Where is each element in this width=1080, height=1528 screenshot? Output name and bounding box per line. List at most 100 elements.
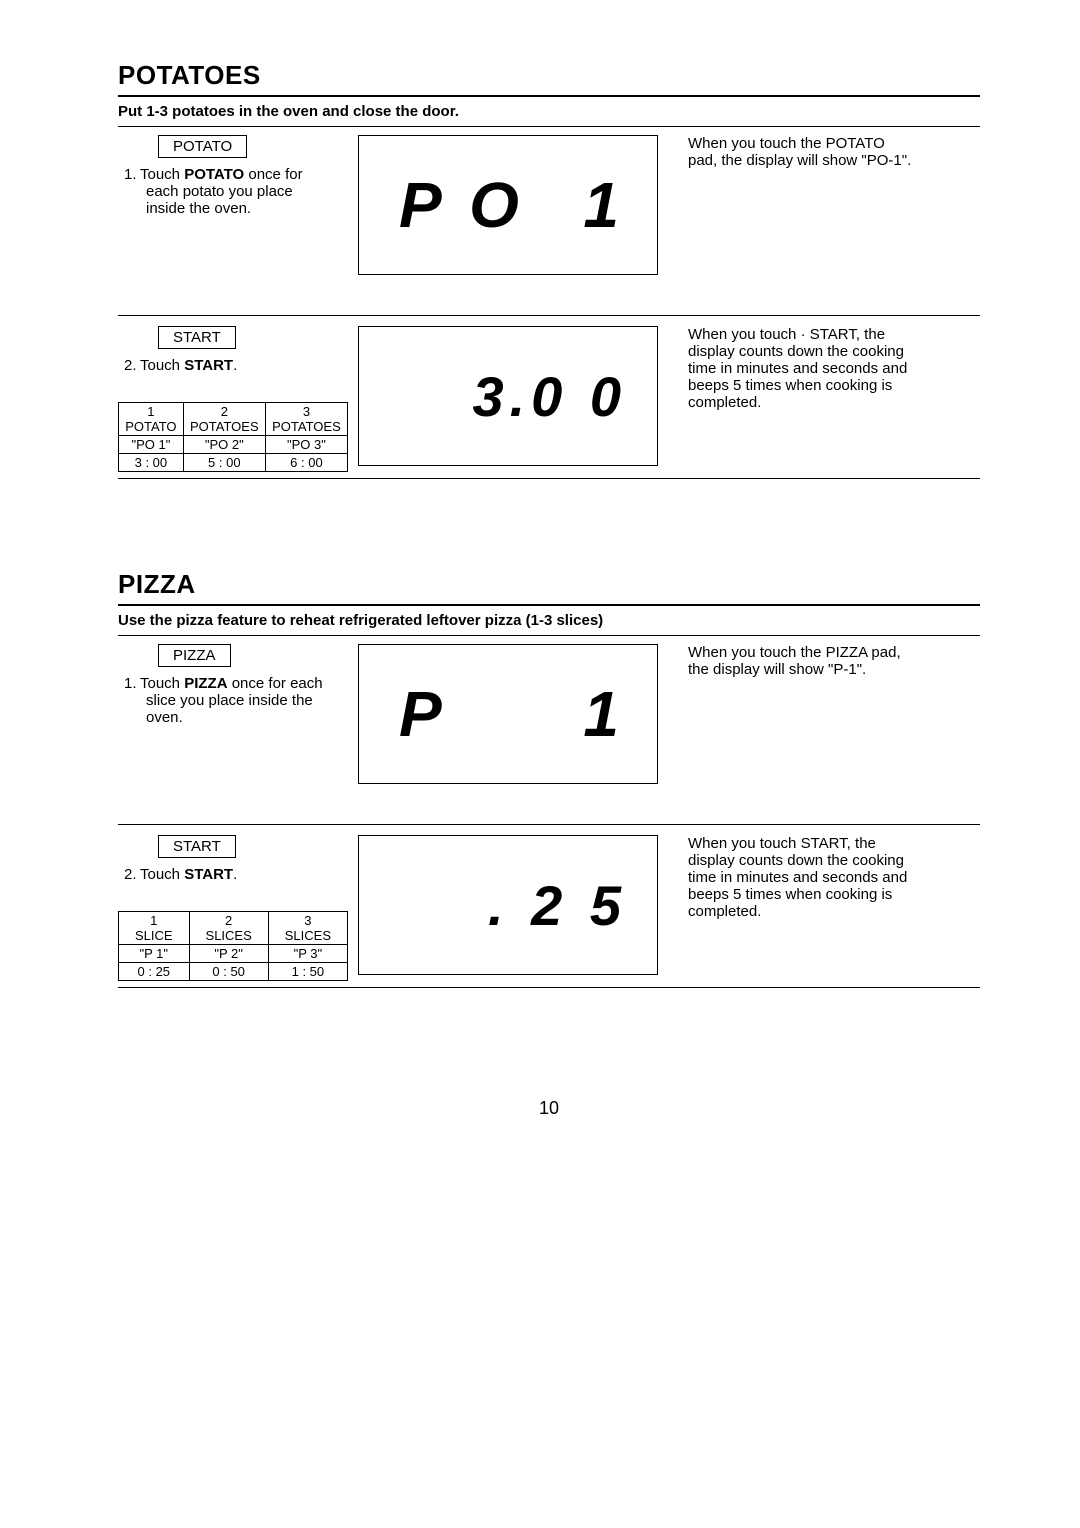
- th: 3 SLICES: [268, 912, 347, 945]
- step2-text: 2.Touch START.: [118, 357, 348, 374]
- pizza-table: 1 SLICE 2 SLICES 3 SLICES "P 1" "P 2" "P…: [118, 911, 348, 981]
- t: .: [233, 866, 237, 883]
- t: once for each: [228, 675, 323, 692]
- display-text: . 2 5: [488, 873, 627, 938]
- step1-desc: When you touch the PIZZA pad, the displa…: [658, 644, 980, 678]
- step-num: 1.: [124, 675, 140, 692]
- potatoes-table: 1 POTATO 2 POTATOES 3 POTATOES "PO 1" "P…: [118, 402, 348, 472]
- step1-left: PIZZA 1.Touch PIZZA once for each slice …: [118, 644, 358, 726]
- th: 2 POTATOES: [183, 403, 265, 436]
- t: completed.: [688, 394, 980, 411]
- th: 3 POTATOES: [265, 403, 347, 436]
- pizza-title: PIZZA: [118, 569, 980, 600]
- step1-left: POTATO 1.Touch POTATO once for each pota…: [118, 135, 358, 217]
- manual-page: POTATOES Put 1-3 potatoes in the oven an…: [0, 0, 1080, 1159]
- td: "PO 3": [265, 436, 347, 454]
- divider: [118, 635, 980, 636]
- step2-left: START 2.Touch START. 1 POTATO 2 POTATOES…: [118, 326, 358, 472]
- step1-mid: P O 1: [358, 135, 658, 275]
- td: "P 3": [268, 945, 347, 963]
- table-row: "PO 1" "PO 2" "PO 3": [119, 436, 348, 454]
- display-text: 3.0 0: [472, 364, 627, 429]
- td: 0 : 25: [119, 963, 190, 981]
- step2-desc: When you touch START, the display counts…: [658, 835, 980, 920]
- display-box: P 1: [358, 644, 658, 784]
- display-box: 3.0 0: [358, 326, 658, 466]
- t: When you touch the POTATO: [688, 135, 980, 152]
- pizza-step2-row: START 2.Touch START. 1 SLICE 2 SLICES 3 …: [118, 835, 980, 981]
- t: time in minutes and seconds and: [688, 869, 980, 886]
- t: pad, the display will show "PO-1".: [688, 152, 980, 169]
- step2-desc: When you touch · START, the display coun…: [658, 326, 980, 411]
- t: slice you place inside the: [124, 692, 348, 709]
- step1-mid: P 1: [358, 644, 658, 784]
- step2-mid: . 2 5: [358, 835, 658, 975]
- td: "PO 1": [119, 436, 184, 454]
- potatoes-title: POTATOES: [118, 60, 980, 91]
- display-right: 1: [583, 677, 625, 751]
- step1-text: 1.Touch POTATO once for each potato you …: [118, 166, 348, 217]
- t: When you touch the PIZZA pad,: [688, 644, 980, 661]
- step1-desc: When you touch the POTATO pad, the displ…: [658, 135, 980, 169]
- start-button: START: [158, 326, 236, 349]
- potatoes-step1-row: POTATO 1.Touch POTATO once for each pota…: [118, 135, 980, 275]
- td: "P 2": [189, 945, 268, 963]
- step2-text: 2.Touch START.: [118, 866, 348, 883]
- t: oven.: [124, 709, 348, 726]
- step-num: 2.: [124, 357, 140, 374]
- t: Touch: [140, 675, 184, 692]
- t: once for: [244, 166, 302, 183]
- td: "PO 2": [183, 436, 265, 454]
- table-row: 1 POTATO 2 POTATOES 3 POTATOES: [119, 403, 348, 436]
- t: Touch: [140, 866, 184, 883]
- t: display counts down the cooking: [688, 852, 980, 869]
- step-num: 2.: [124, 866, 140, 883]
- divider: [118, 824, 980, 825]
- t: display counts down the cooking: [688, 343, 980, 360]
- table-row: 0 : 25 0 : 50 1 : 50: [119, 963, 348, 981]
- t: completed.: [688, 903, 980, 920]
- th: 1 POTATO: [119, 403, 184, 436]
- divider: [118, 604, 980, 606]
- step2-mid: 3.0 0: [358, 326, 658, 466]
- step-num: 1.: [124, 166, 140, 183]
- potatoes-section: POTATOES Put 1-3 potatoes in the oven an…: [118, 60, 980, 479]
- t: PIZZA: [184, 675, 227, 692]
- t: POTATO: [184, 166, 244, 183]
- divider: [118, 987, 980, 988]
- t: START: [184, 357, 233, 374]
- t: When you touch START, the: [688, 835, 980, 852]
- display-box: . 2 5: [358, 835, 658, 975]
- t: .: [233, 357, 237, 374]
- potatoes-subheading: Put 1-3 potatoes in the oven and close t…: [118, 103, 980, 120]
- display-left: P: [399, 677, 448, 751]
- td: 1 : 50: [268, 963, 347, 981]
- t: When you touch · START, the: [688, 326, 980, 343]
- th: 1 SLICE: [119, 912, 190, 945]
- table-row: "P 1" "P 2" "P 3": [119, 945, 348, 963]
- pizza-section: PIZZA Use the pizza feature to reheat re…: [118, 569, 980, 988]
- t: inside the oven.: [124, 200, 348, 217]
- t: START: [184, 866, 233, 883]
- pizza-button: PIZZA: [158, 644, 231, 667]
- potato-button: POTATO: [158, 135, 247, 158]
- t: beeps 5 times when cooking is: [688, 377, 980, 394]
- display-left: P O: [399, 168, 525, 242]
- pizza-subheading: Use the pizza feature to reheat refriger…: [118, 612, 980, 629]
- t: Touch: [140, 357, 184, 374]
- start-button: START: [158, 835, 236, 858]
- potatoes-step2-row: START 2.Touch START. 1 POTATO 2 POTATOES…: [118, 326, 980, 472]
- td: 5 : 00: [183, 454, 265, 472]
- step2-left: START 2.Touch START. 1 SLICE 2 SLICES 3 …: [118, 835, 358, 981]
- pizza-step1-row: PIZZA 1.Touch PIZZA once for each slice …: [118, 644, 980, 784]
- t: time in minutes and seconds and: [688, 360, 980, 377]
- table-row: 3 : 00 5 : 00 6 : 00: [119, 454, 348, 472]
- display-right: 1: [583, 168, 625, 242]
- t: each potato you place: [124, 183, 348, 200]
- t: beeps 5 times when cooking is: [688, 886, 980, 903]
- divider: [118, 126, 980, 127]
- page-number: 10: [118, 1098, 980, 1119]
- display-box: P O 1: [358, 135, 658, 275]
- td: 3 : 00: [119, 454, 184, 472]
- t: Touch: [140, 166, 184, 183]
